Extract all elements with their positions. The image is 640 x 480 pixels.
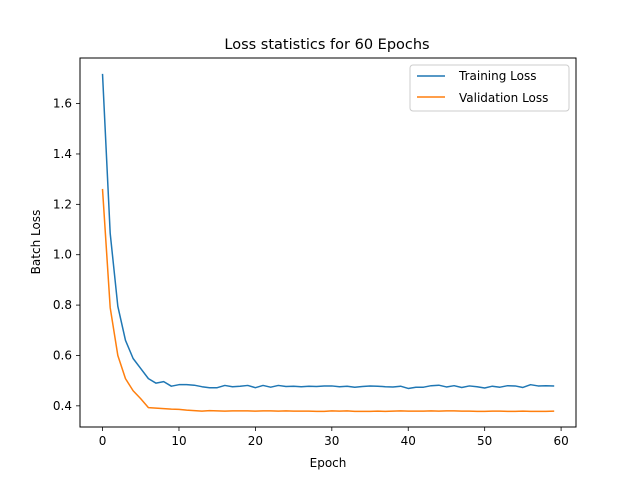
plot-frame bbox=[79, 57, 577, 428]
x-tick-label: 40 bbox=[401, 434, 416, 448]
series-line-training-loss bbox=[101, 73, 555, 390]
legend-box bbox=[409, 64, 570, 112]
x-tick-label: 0 bbox=[99, 434, 107, 448]
y-tick-label: 1.2 bbox=[53, 197, 72, 211]
legend-label-validation-loss: Validation Loss bbox=[459, 91, 548, 105]
y-tick-label: 0.8 bbox=[53, 298, 72, 312]
series-layer bbox=[101, 73, 555, 413]
series-line-validation-loss bbox=[101, 188, 555, 413]
x-tick-label: 50 bbox=[477, 434, 492, 448]
x-tick-label: 30 bbox=[324, 434, 339, 448]
y-tick-label: 0.6 bbox=[53, 348, 72, 362]
x-tick-label: 20 bbox=[248, 434, 263, 448]
x-tick-label: 10 bbox=[171, 434, 186, 448]
y-tick-label: 1.4 bbox=[53, 147, 72, 161]
ticks-layer: 0 10 20 30 40 50 60 0.4 0.6 0.8 1.0 1.2 1.4 1.6 bbox=[53, 97, 569, 448]
y-tick-label: 1.0 bbox=[53, 248, 72, 262]
y-tick-label: 1.6 bbox=[53, 97, 72, 111]
x-tick-label: 60 bbox=[553, 434, 568, 448]
legend: Training Loss Validation Loss bbox=[409, 64, 570, 112]
x-axis-label: Epoch bbox=[310, 456, 347, 470]
y-tick-label: 0.4 bbox=[53, 399, 72, 413]
chart-title: Loss statistics for 60 Epochs bbox=[224, 37, 429, 53]
y-axis-label: Batch Loss bbox=[29, 210, 43, 275]
legend-label-training-loss: Training Loss bbox=[458, 69, 536, 83]
